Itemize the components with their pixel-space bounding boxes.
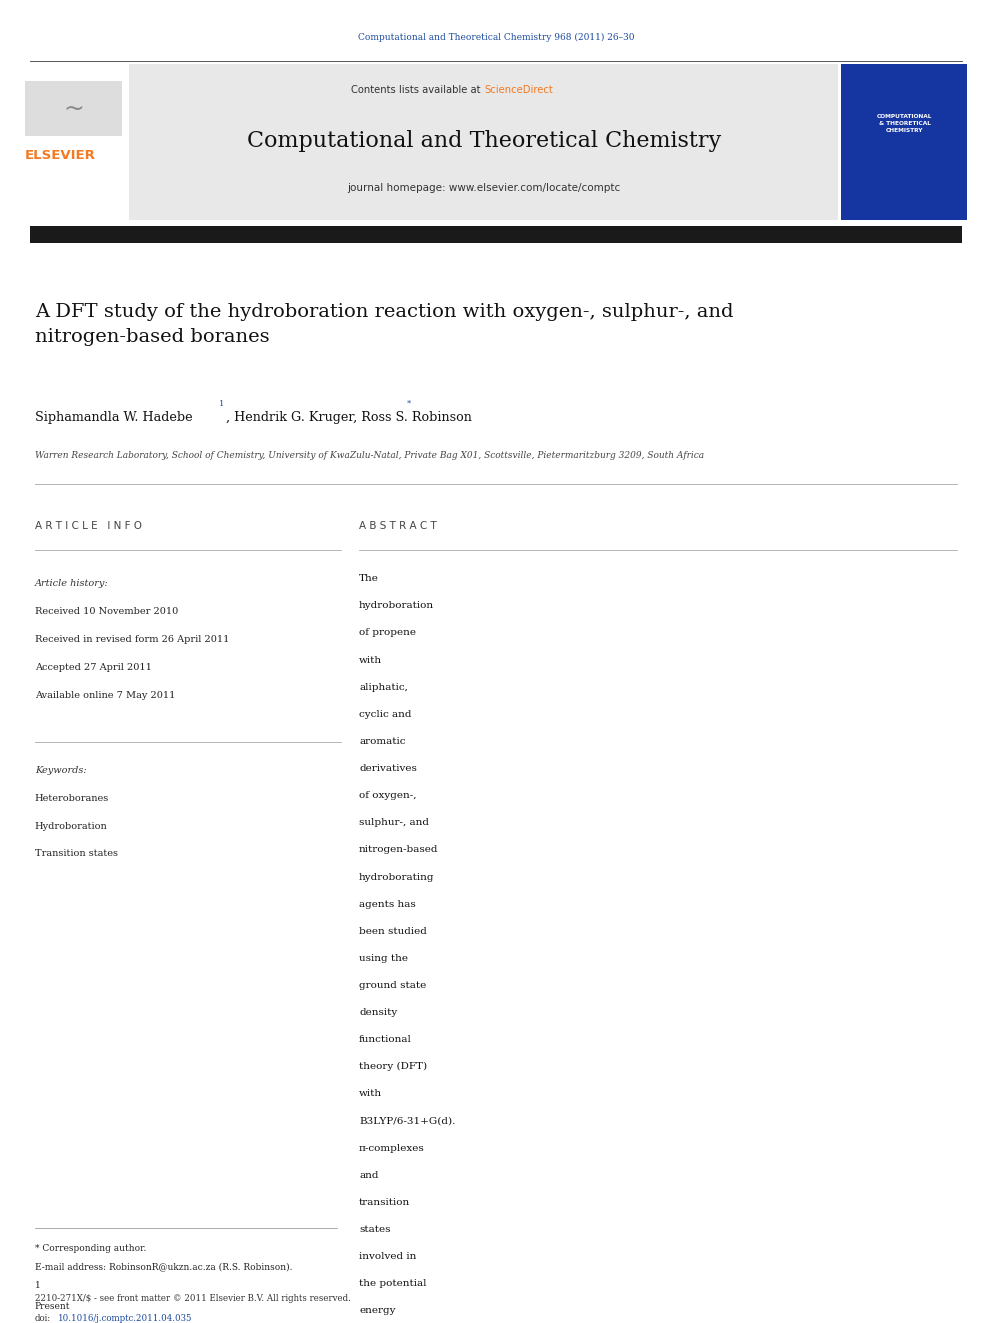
Text: Received in revised form 26 April 2011: Received in revised form 26 April 2011 xyxy=(35,635,229,644)
Text: The: The xyxy=(359,574,379,583)
Text: Hydroboration: Hydroboration xyxy=(35,822,107,831)
Text: cyclic and: cyclic and xyxy=(359,709,412,718)
Text: 1: 1 xyxy=(219,400,224,407)
Text: of oxygen-,: of oxygen-, xyxy=(359,791,417,800)
Text: been studied: been studied xyxy=(359,927,427,935)
Text: derivatives: derivatives xyxy=(359,765,417,773)
Text: states: states xyxy=(359,1225,391,1234)
Text: Siphamandla W. Hadebe: Siphamandla W. Hadebe xyxy=(35,411,192,425)
Text: A DFT study of the hydroboration reaction with oxygen-, sulphur-, and
nitrogen-b: A DFT study of the hydroboration reactio… xyxy=(35,303,733,347)
Text: 2210-271X/$ - see front matter © 2011 Elsevier B.V. All rights reserved.: 2210-271X/$ - see front matter © 2011 El… xyxy=(35,1294,350,1303)
Text: aromatic: aromatic xyxy=(359,737,406,746)
Text: ~: ~ xyxy=(62,97,84,120)
Text: theory (DFT): theory (DFT) xyxy=(359,1062,428,1072)
Text: nitrogen-based: nitrogen-based xyxy=(359,845,438,855)
Text: Contents lists available at: Contents lists available at xyxy=(351,85,484,95)
Text: functional: functional xyxy=(359,1036,412,1044)
Text: * Corresponding author.: * Corresponding author. xyxy=(35,1244,146,1253)
Text: Present: Present xyxy=(35,1302,70,1311)
Text: A R T I C L E   I N F O: A R T I C L E I N F O xyxy=(35,521,142,532)
Bar xyxy=(841,64,967,220)
Text: Available online 7 May 2011: Available online 7 May 2011 xyxy=(35,691,176,700)
Text: with: with xyxy=(359,1090,382,1098)
Text: sulphur-, and: sulphur-, and xyxy=(359,819,430,827)
Text: Transition states: Transition states xyxy=(35,849,118,859)
Text: the potential: the potential xyxy=(359,1279,427,1289)
Bar xyxy=(30,226,962,243)
Text: Warren Research Laboratory, School of Chemistry, University of KwaZulu-Natal, Pr: Warren Research Laboratory, School of Ch… xyxy=(35,451,704,460)
Text: A B S T R A C T: A B S T R A C T xyxy=(359,521,436,532)
Text: Heteroboranes: Heteroboranes xyxy=(35,794,109,803)
Text: agents has: agents has xyxy=(359,900,416,909)
Text: , Hendrik G. Kruger, Ross S. Robinson: , Hendrik G. Kruger, Ross S. Robinson xyxy=(226,411,472,425)
Text: using the: using the xyxy=(359,954,408,963)
Text: π-complexes: π-complexes xyxy=(359,1144,425,1152)
Text: B3LYP/6-31+G(d).: B3LYP/6-31+G(d). xyxy=(359,1117,455,1126)
Text: hydroborating: hydroborating xyxy=(359,873,434,881)
Text: 1: 1 xyxy=(35,1281,41,1290)
Text: ScienceDirect: ScienceDirect xyxy=(484,85,553,95)
Text: Article history:: Article history: xyxy=(35,579,108,589)
Text: doi:: doi: xyxy=(35,1314,51,1323)
Text: 10.1016/j.comptc.2011.04.035: 10.1016/j.comptc.2011.04.035 xyxy=(58,1314,192,1323)
Text: with: with xyxy=(359,656,382,664)
Text: COMPUTATIONAL
& THEORETICAL
CHEMISTRY: COMPUTATIONAL & THEORETICAL CHEMISTRY xyxy=(877,114,932,132)
Text: ELSEVIER: ELSEVIER xyxy=(25,149,95,163)
Text: E-mail address: RobinsonR@ukzn.ac.za (R.S. Robinson).: E-mail address: RobinsonR@ukzn.ac.za (R.… xyxy=(35,1262,293,1271)
Text: *: * xyxy=(407,400,411,407)
Text: energy: energy xyxy=(359,1307,396,1315)
Text: Received 10 November 2010: Received 10 November 2010 xyxy=(35,607,178,617)
Text: ground state: ground state xyxy=(359,982,427,990)
Text: Keywords:: Keywords: xyxy=(35,766,86,775)
Text: Computational and Theoretical Chemistry: Computational and Theoretical Chemistry xyxy=(247,130,721,152)
Text: of propene: of propene xyxy=(359,628,416,638)
Text: hydroboration: hydroboration xyxy=(359,602,434,610)
Text: aliphatic,: aliphatic, xyxy=(359,683,408,692)
Text: Accepted 27 April 2011: Accepted 27 April 2011 xyxy=(35,663,152,672)
Text: and: and xyxy=(359,1171,379,1180)
Text: journal homepage: www.elsevier.com/locate/comptc: journal homepage: www.elsevier.com/locat… xyxy=(347,183,621,193)
Text: involved in: involved in xyxy=(359,1253,417,1261)
Bar xyxy=(129,64,838,220)
Bar xyxy=(25,81,122,136)
Text: density: density xyxy=(359,1008,398,1017)
Text: transition: transition xyxy=(359,1199,411,1207)
Text: Computational and Theoretical Chemistry 968 (2011) 26–30: Computational and Theoretical Chemistry … xyxy=(358,33,634,42)
